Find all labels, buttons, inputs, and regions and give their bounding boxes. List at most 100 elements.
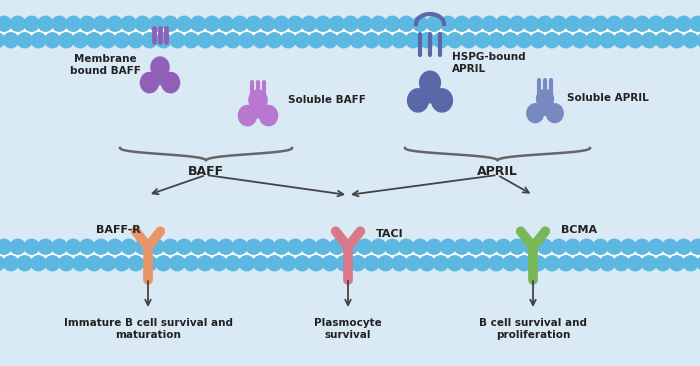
Circle shape	[406, 256, 421, 271]
Circle shape	[419, 256, 435, 271]
Circle shape	[350, 33, 365, 48]
Circle shape	[31, 33, 46, 48]
Text: Membrane
bound BAFF: Membrane bound BAFF	[69, 54, 141, 76]
Circle shape	[378, 33, 393, 48]
Circle shape	[475, 256, 490, 271]
Circle shape	[364, 256, 379, 271]
Circle shape	[190, 16, 206, 31]
Circle shape	[683, 33, 698, 48]
Circle shape	[267, 256, 282, 271]
Circle shape	[107, 16, 122, 31]
Circle shape	[211, 33, 226, 48]
Circle shape	[225, 256, 240, 271]
Circle shape	[399, 239, 414, 254]
Circle shape	[197, 256, 213, 271]
Circle shape	[412, 16, 428, 31]
Circle shape	[635, 239, 650, 254]
Circle shape	[121, 239, 136, 254]
Circle shape	[552, 16, 566, 31]
Circle shape	[94, 239, 108, 254]
Text: Plasmocyte
survival: Plasmocyte survival	[314, 318, 382, 340]
Circle shape	[669, 256, 685, 271]
Circle shape	[482, 16, 497, 31]
Ellipse shape	[546, 104, 564, 123]
Circle shape	[18, 256, 32, 271]
Circle shape	[454, 239, 469, 254]
Circle shape	[170, 33, 185, 48]
Circle shape	[281, 33, 296, 48]
Circle shape	[149, 16, 164, 31]
Ellipse shape	[527, 104, 544, 123]
Ellipse shape	[407, 89, 428, 112]
Circle shape	[24, 239, 39, 254]
Text: Soluble BAFF: Soluble BAFF	[288, 95, 366, 105]
Circle shape	[496, 239, 511, 254]
Ellipse shape	[141, 72, 159, 93]
Ellipse shape	[239, 105, 257, 126]
Circle shape	[4, 33, 18, 48]
Circle shape	[59, 256, 74, 271]
Circle shape	[552, 239, 566, 254]
Circle shape	[309, 256, 323, 271]
Circle shape	[662, 16, 678, 31]
Circle shape	[0, 239, 11, 254]
Circle shape	[10, 239, 25, 254]
Circle shape	[371, 239, 386, 254]
Ellipse shape	[162, 72, 180, 93]
Circle shape	[614, 256, 629, 271]
Circle shape	[559, 33, 573, 48]
Circle shape	[100, 256, 116, 271]
Circle shape	[406, 33, 421, 48]
Circle shape	[260, 16, 275, 31]
Circle shape	[454, 16, 469, 31]
Circle shape	[489, 256, 504, 271]
Circle shape	[246, 239, 261, 254]
Circle shape	[239, 33, 254, 48]
Circle shape	[579, 16, 594, 31]
Circle shape	[66, 16, 80, 31]
Circle shape	[59, 33, 74, 48]
Circle shape	[538, 239, 552, 254]
Circle shape	[267, 33, 282, 48]
Circle shape	[316, 239, 330, 254]
Circle shape	[38, 16, 53, 31]
Circle shape	[274, 239, 289, 254]
Text: BAFF-R: BAFF-R	[96, 225, 141, 235]
Circle shape	[156, 33, 171, 48]
Circle shape	[676, 239, 692, 254]
Circle shape	[163, 16, 178, 31]
Circle shape	[468, 16, 483, 31]
Circle shape	[524, 239, 538, 254]
Circle shape	[135, 239, 150, 254]
Circle shape	[593, 16, 608, 31]
Circle shape	[392, 33, 407, 48]
Circle shape	[66, 239, 80, 254]
Circle shape	[316, 16, 330, 31]
Circle shape	[683, 256, 698, 271]
Text: BCMA: BCMA	[561, 225, 597, 235]
Text: Soluble APRIL: Soluble APRIL	[567, 93, 649, 103]
Circle shape	[288, 16, 302, 31]
Circle shape	[253, 33, 268, 48]
Circle shape	[433, 33, 449, 48]
Circle shape	[690, 239, 700, 254]
Circle shape	[211, 256, 226, 271]
Circle shape	[392, 256, 407, 271]
Circle shape	[559, 256, 573, 271]
Circle shape	[260, 239, 275, 254]
Circle shape	[183, 33, 199, 48]
Circle shape	[31, 256, 46, 271]
Text: HSPG-bound
APRIL: HSPG-bound APRIL	[452, 52, 526, 74]
Circle shape	[566, 16, 580, 31]
Ellipse shape	[260, 105, 278, 126]
Circle shape	[419, 33, 435, 48]
Circle shape	[600, 256, 615, 271]
Circle shape	[239, 256, 254, 271]
Circle shape	[73, 256, 88, 271]
Circle shape	[433, 256, 449, 271]
Circle shape	[621, 16, 636, 31]
Circle shape	[302, 16, 316, 31]
Circle shape	[52, 16, 67, 31]
Circle shape	[621, 239, 636, 254]
Circle shape	[176, 239, 192, 254]
